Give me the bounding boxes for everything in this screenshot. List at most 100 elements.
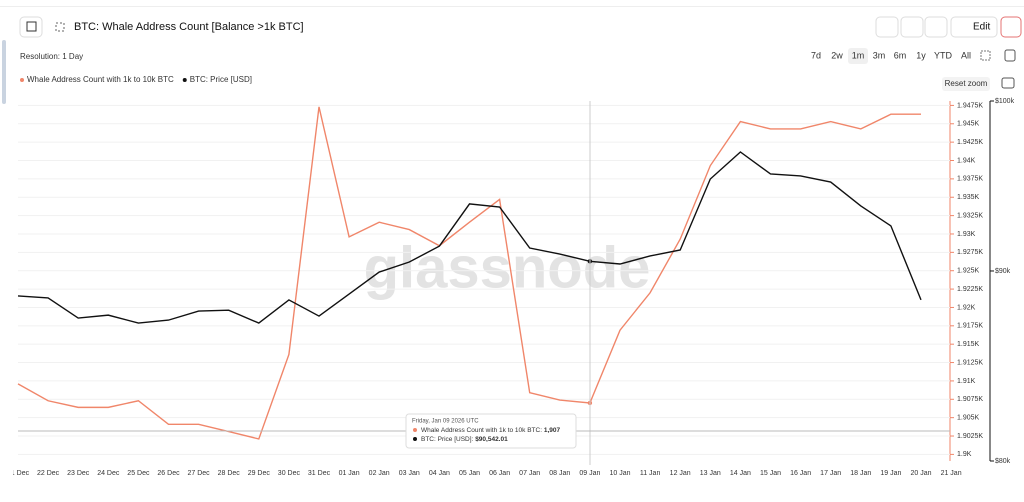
x-tick-label: 03 Jan	[399, 470, 420, 477]
y-tick-label: 1.94K	[957, 157, 976, 164]
y-tick-label: 1.9475K	[957, 102, 983, 109]
top-border	[0, 6, 1024, 7]
reset-zoom-button[interactable]	[942, 77, 990, 91]
calendar-icon[interactable]	[1004, 49, 1016, 62]
x-tick-label: 07 Jan	[519, 470, 540, 477]
x-tick-label: 21 Jan	[941, 470, 962, 477]
tooltip-date: Friday, Jan 09 2026 UTC	[412, 419, 479, 425]
y-tick-label: 1.9225K	[957, 286, 983, 293]
x-tick-label: 22 Dec	[37, 470, 60, 477]
y-tick-label: 1.9075K	[957, 396, 983, 403]
x-tick-label: 24 Dec	[97, 470, 120, 477]
tooltip-line: BTC: Price [USD]: $90,542.01	[421, 436, 508, 443]
x-tick-label: 10 Jan	[609, 470, 630, 477]
y-tick-label: 1.9375K	[957, 176, 983, 183]
y-tick-label: 1.92K	[957, 304, 976, 311]
sidebar-toggle[interactable]	[19, 16, 43, 38]
x-tick-label: 11 Jan	[640, 470, 661, 477]
x-tick-label: 30 Dec	[278, 470, 301, 477]
range-button[interactable]: 1y	[916, 50, 926, 60]
x-tick-label: 09 Jan	[579, 470, 600, 477]
camera-icon[interactable]	[1001, 77, 1015, 89]
x-tick-label: 31 Dec	[308, 470, 331, 477]
resolution[interactable]: Resolution: 1 Day	[20, 52, 83, 61]
series-line	[17, 106, 921, 440]
sidebar-icon	[26, 21, 37, 32]
tooltip-label: Whale Address Count with 1k to 10k BTC:	[421, 427, 544, 434]
star-button[interactable]	[875, 16, 899, 38]
range-active	[848, 48, 868, 64]
x-tick-label: 06 Jan	[489, 470, 510, 477]
range-button[interactable]: 3m	[873, 50, 886, 60]
y2-tick-label: $90k	[995, 268, 1011, 275]
legend-dot	[20, 78, 24, 82]
edit-label: Edit	[973, 22, 990, 33]
x-tick-label: 12 Jan	[670, 470, 691, 477]
tooltip-value: 1,907	[544, 427, 561, 434]
y-tick-label: 1.9275K	[957, 249, 983, 256]
x-tick-label: 05 Jan	[459, 470, 480, 477]
x-tick-label: 14 Jan	[730, 470, 751, 477]
y-tick-label: 1.935K	[957, 194, 980, 201]
delete-button[interactable]	[1000, 16, 1022, 38]
x-tick-label: 25 Dec	[127, 470, 150, 477]
y-tick-label: 1.9125K	[957, 359, 983, 366]
y-tick-label: 1.91K	[957, 378, 976, 385]
x-tick-label: 19 Jan	[880, 470, 901, 477]
y-tick-label: 1.9425K	[957, 139, 983, 146]
legend-dot	[182, 78, 187, 82]
tooltip-dot	[413, 428, 417, 432]
tooltip: Friday, Jan 09 2026 UTC Whale Address Co…	[405, 413, 577, 449]
x-tick-label: 18 Jan	[850, 470, 871, 477]
reset-zoom: Reset zoom	[945, 79, 988, 88]
range-button[interactable]: 1m	[852, 50, 865, 60]
y-tick-label: 1.9025K	[957, 433, 983, 440]
x-tick-label: 17 Jan	[820, 470, 841, 477]
zoom-icon[interactable]	[980, 50, 991, 61]
y-tick-label: 1.915K	[957, 341, 980, 348]
legend-label[interactable]: BTC: Price [USD]	[190, 75, 252, 84]
x-tick-label: 26 Dec	[157, 470, 180, 477]
tooltip-value: $90,542.01	[475, 436, 508, 443]
y2-tick-label: $80k	[995, 458, 1011, 465]
series-line	[17, 151, 922, 324]
drag-icon	[55, 22, 65, 32]
range-button[interactable]: 6m	[894, 50, 907, 60]
x-tick-label: 20 Jan	[910, 470, 931, 477]
x-tick-label: 04 Jan	[429, 470, 450, 477]
x-tick-label: 01 Jan	[339, 470, 360, 477]
x-tick-label: 16 Jan	[790, 470, 811, 477]
x-tick-label: 15 Jan	[760, 470, 781, 477]
range-button[interactable]: 7d	[811, 50, 821, 60]
x-tick-label: 21 Dec	[7, 470, 30, 477]
x-tick-label: 13 Jan	[700, 470, 721, 477]
tooltip-line: Whale Address Count with 1k to 10k BTC: …	[421, 427, 560, 434]
scrollbar	[2, 40, 6, 104]
tooltip-label: BTC: Price [USD]:	[421, 436, 475, 443]
tooltip-dot	[413, 437, 417, 441]
legend-label[interactable]: Whale Address Count with 1k to 10k BTC	[27, 75, 174, 84]
y-tick-label: 1.905K	[957, 414, 980, 421]
y-tick-label: 1.945K	[957, 121, 980, 128]
x-tick-label: 23 Dec	[67, 470, 90, 477]
y-tick-label: 1.9175K	[957, 323, 983, 330]
x-tick-label: 28 Dec	[218, 470, 241, 477]
x-tick-label: 02 Jan	[369, 470, 390, 477]
copy-button[interactable]	[924, 16, 948, 38]
edit-button[interactable]	[950, 16, 998, 38]
x-tick-label: 08 Jan	[549, 470, 570, 477]
y2-tick-label: $100k	[995, 98, 1015, 105]
share-button[interactable]	[900, 16, 924, 38]
y-tick-label: 1.93K	[957, 231, 976, 238]
range-button[interactable]: 2w	[831, 50, 843, 60]
range-button[interactable]: All	[961, 50, 971, 60]
title: BTC: Whale Address Count [Balance >1k BT…	[74, 21, 304, 33]
tooltip-box	[405, 413, 577, 449]
y-tick-label: 1.925K	[957, 268, 980, 275]
x-tick-label: 29 Dec	[248, 470, 271, 477]
y-tick-label: 1.9K	[957, 451, 972, 458]
y-tick-label: 1.9325K	[957, 212, 983, 219]
range-button[interactable]: YTD	[934, 50, 953, 60]
